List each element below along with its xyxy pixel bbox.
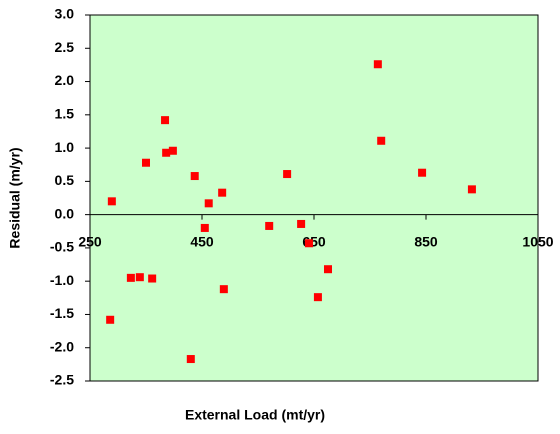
point (148, 274, 157, 283)
y-tick-label: -2.5 (50, 372, 74, 388)
y-tick-label: 2.5 (55, 39, 75, 55)
point (324, 265, 332, 274)
y-tick-label: 3.0 (55, 6, 75, 22)
point (418, 168, 427, 177)
point (313, 293, 322, 302)
x-axis-title: External Load (mt/yr) (185, 407, 325, 423)
point (162, 148, 171, 157)
point (142, 158, 150, 167)
y-tick-label: -1.0 (50, 272, 74, 288)
y-tick-label: 0.0 (55, 205, 75, 221)
point (126, 273, 135, 282)
point (219, 285, 228, 294)
point (168, 146, 177, 155)
y-tick-label: -1.5 (50, 305, 74, 321)
point (190, 172, 199, 181)
point (107, 197, 116, 206)
y-tick-label: 1.5 (55, 106, 75, 122)
point (135, 273, 144, 282)
point (467, 185, 476, 194)
point (265, 221, 274, 230)
x-tick-label: 1050 (522, 233, 553, 249)
x-tick-label: 450 (190, 233, 214, 249)
point (218, 188, 227, 197)
point (297, 219, 306, 228)
y-tick-label: 1.0 (55, 139, 75, 155)
point (373, 60, 382, 69)
point (204, 199, 213, 208)
point (200, 223, 209, 232)
y-axis-title: Residual (m/yr) (7, 147, 23, 248)
y-tick-label: 2.0 (55, 72, 75, 88)
point (304, 239, 313, 248)
x-tick-label: 850 (414, 233, 438, 249)
y-tick-label: -0.5 (50, 239, 74, 255)
point (106, 315, 115, 324)
y-tick-label: 0.5 (55, 172, 75, 188)
point (186, 355, 195, 364)
y-tick-label: -2.0 (50, 338, 74, 354)
point (161, 116, 170, 125)
point (283, 170, 292, 179)
point (377, 136, 386, 145)
x-tick-label: 250 (78, 233, 102, 249)
plot-area (89, 14, 539, 382)
